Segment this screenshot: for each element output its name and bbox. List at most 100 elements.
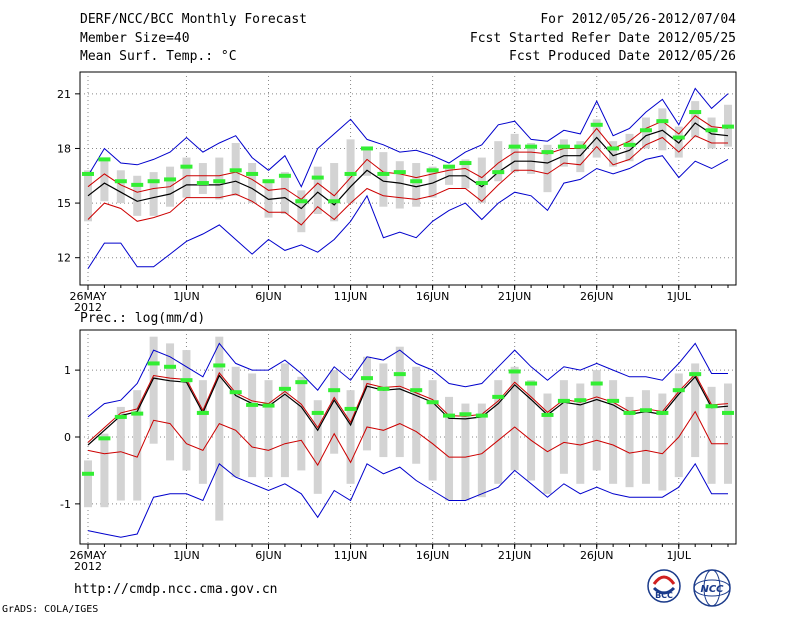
prec-xtick-label-3: 11JUN [334,549,368,562]
header-left-line2: Member Size=40 [80,31,190,46]
temp-xtick-label-4: 16JUN [416,290,450,303]
prec-box-21 [428,380,437,481]
temp-median-32 [607,146,620,151]
temp-median-12 [278,173,291,178]
prec-mean-line [87,374,729,446]
prec-median-37 [689,372,702,377]
prec-median-10 [246,402,259,407]
temp-median-18 [377,171,390,176]
temp-box-27 [527,143,536,174]
temp-median-15 [328,199,341,204]
bcc-logo-text: BCC [655,591,673,600]
temp-box-38 [707,117,716,149]
prec-median-11 [262,403,275,408]
prec-box-23 [461,403,470,501]
temp-median-9 [229,168,242,173]
temp-median-20 [410,179,423,184]
prec-median-5 [164,364,177,369]
prec-median-32 [607,398,620,403]
temp-box-24 [477,157,486,204]
prec-box-33 [625,396,634,488]
temp-xtick-label-3: 11JUN [334,290,368,303]
prec-median-6 [180,378,193,383]
temp-median-23 [459,161,472,166]
temp-ytick-label-2: 18 [57,142,71,155]
prec-box-10 [248,373,257,478]
temp-outer-lower-line [87,155,729,269]
prec-median-24 [475,413,488,418]
temp-median-13 [295,199,308,204]
temp-median-35 [656,119,669,124]
temp-box-15 [330,163,339,222]
temp-median-26 [508,144,521,149]
temp-box-4 [149,172,158,216]
prec-median-31 [590,381,603,386]
prec-box-9 [231,366,240,478]
bcc-logo: BCC [647,569,681,603]
temp-box-28 [543,144,552,193]
temp-inner-upper-line [87,115,729,201]
prec-median-8 [213,363,226,368]
header-left-line3: Mean Surf. Temp.: °C [80,49,237,64]
prec-box-1 [100,433,109,508]
temp-median-21 [426,168,439,173]
temp-box-25 [494,141,503,182]
temp-box-10 [248,163,257,204]
header-right-line3: Fcst Produced Date 2012/05/26 [509,49,736,64]
temp-inner-lower-line [87,135,728,226]
prec-box-11 [264,380,273,478]
temp-box-26 [510,133,519,173]
chart2-title: Prec.: log(mm/d) [80,311,206,326]
ncc-logo: NCC [693,569,731,607]
prec-box-4 [149,336,158,444]
prec-xtick-label-5: 21JUN [498,549,532,562]
prec-box-26 [510,366,519,471]
footer-url[interactable]: http://cmdp.ncc.cma.gov.cn [74,582,278,597]
prec-median-33 [623,410,636,415]
prec-median-28 [541,412,554,417]
temp-box-8 [215,157,224,200]
prec-median-3 [131,411,144,416]
prec-xtick-sublabel-0: 2012 [74,560,102,573]
prec-median-22 [443,413,456,418]
temp-xtick-sublabel-0: 2012 [74,301,102,314]
prec-box-37 [691,363,700,458]
temp-median-5 [164,177,177,182]
prec-box-12 [280,363,289,478]
temp-box-13 [297,190,306,233]
temp-ytick-label-1: 15 [57,197,71,210]
prec-box-5 [166,343,175,461]
prec-ytick-label-0: -1 [60,498,71,511]
temp-box-2 [116,170,125,204]
ncc-logo-text: NCC [700,584,724,595]
prec-ytick-label-1: 0 [64,431,71,444]
temp-xtick-label-1: 1JUN [173,290,200,303]
prec-median-20 [410,388,423,393]
temp-median-28 [541,150,554,155]
prec-box-19 [395,346,404,458]
temp-box-21 [428,166,437,198]
temp-median-38 [705,128,718,133]
prec-median-36 [672,388,685,393]
prec-median-18 [377,386,390,391]
prec-xtick-label-2: 6JUN [255,549,282,562]
temp-median-11 [262,179,275,184]
temp-box-19 [395,161,404,209]
temp-median-1 [98,157,111,162]
prec-box-8 [215,336,224,521]
temp-median-17 [360,146,373,151]
prec-median-39 [722,410,734,415]
temp-median-0 [82,171,94,176]
prec-box-17 [362,356,371,451]
prec-median-13 [295,380,308,385]
prec-ytick-label-2: 1 [64,364,71,377]
temp-box-33 [625,133,634,162]
temp-box-36 [674,126,683,158]
temp-median-4 [147,179,160,184]
prec-box-7 [198,380,207,484]
prec-inner-lower-line [87,410,728,467]
temp-median-24 [475,181,488,186]
temp-box-1 [100,161,109,202]
prec-box-36 [674,373,683,478]
